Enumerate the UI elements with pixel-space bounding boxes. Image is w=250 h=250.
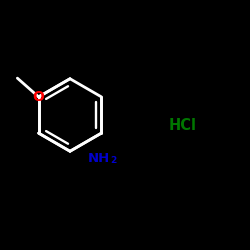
Text: 2: 2: [110, 156, 116, 165]
Text: O: O: [33, 90, 44, 104]
Text: HCl: HCl: [168, 118, 196, 132]
Text: NH: NH: [88, 152, 110, 165]
